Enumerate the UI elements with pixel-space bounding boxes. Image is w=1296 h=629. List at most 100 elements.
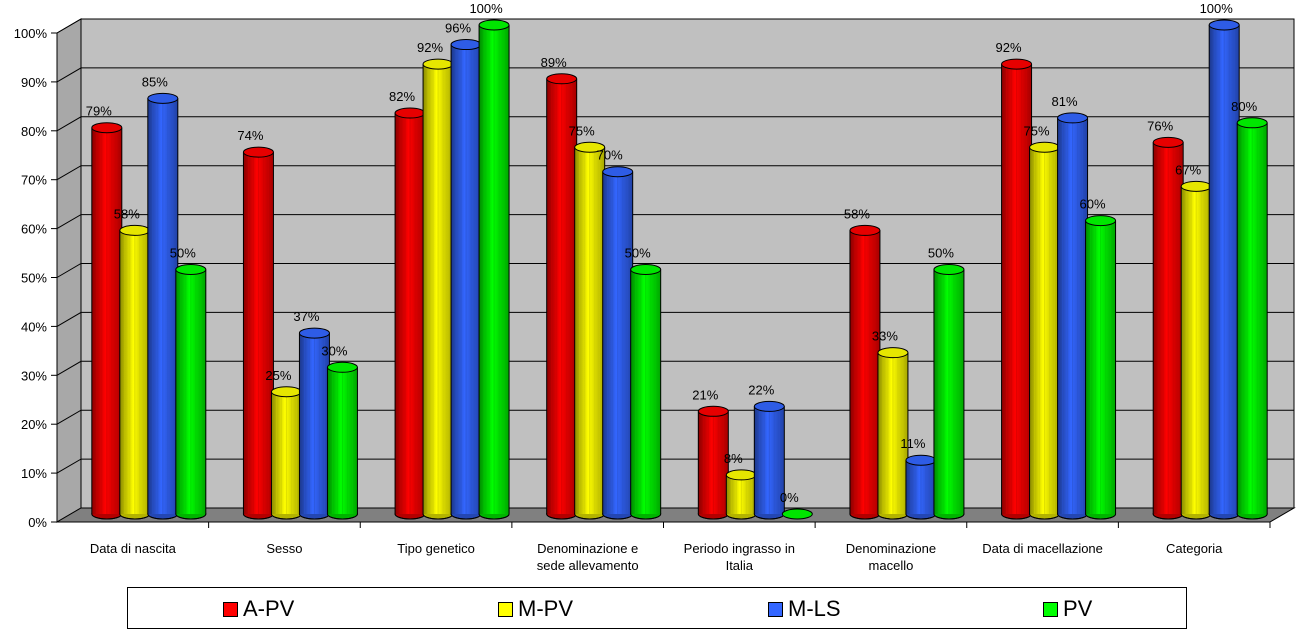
bar-m-pv-6 <box>1029 141 1061 520</box>
y-tick-label: 40% <box>21 319 47 334</box>
legend-label-m-ls: M-LS <box>788 596 841 621</box>
bar-pv-0 <box>175 264 207 520</box>
bar-m-pv-2 <box>422 58 454 520</box>
bar-m-ls-5 <box>905 454 937 520</box>
gridline <box>56 18 1294 34</box>
data-label: 50% <box>170 246 196 261</box>
x-category-label: Tipo genetico <box>397 541 475 556</box>
data-label: 50% <box>928 246 954 261</box>
y-tick-label: 20% <box>21 417 47 432</box>
data-label: 37% <box>293 309 319 324</box>
bar-m-ls-3 <box>602 166 634 520</box>
data-label: 85% <box>142 74 168 89</box>
data-label: 60% <box>1080 197 1106 212</box>
bar-a-pv-6 <box>1001 58 1033 520</box>
bar-pv-5 <box>933 264 965 520</box>
data-label: 75% <box>1024 123 1050 138</box>
data-label: 75% <box>569 123 595 138</box>
gridline <box>56 67 1294 83</box>
gridline <box>56 311 1294 327</box>
y-tick-label: 10% <box>21 466 47 481</box>
bar-pv-1 <box>326 361 358 520</box>
data-label: 80% <box>1231 99 1257 114</box>
data-label: 70% <box>597 148 623 163</box>
bar-pv-3 <box>630 264 662 520</box>
bar-m-pv-4 <box>725 469 757 520</box>
legend-item-a-pv: A-PV <box>223 596 294 622</box>
legend-label-a-pv: A-PV <box>243 596 295 621</box>
legend-item-m-ls: M-LS <box>768 596 841 622</box>
y-tick-label: 60% <box>21 222 47 237</box>
legend-swatch-pv <box>1043 601 1058 617</box>
data-label: 74% <box>237 128 263 143</box>
bar-m-ls-1 <box>298 327 330 520</box>
gridline <box>56 116 1294 132</box>
bar-chart: 0% 10% 20% 30% 40% 50% 60% 70% 80% 90% 100% Data d… <box>14 1 1296 573</box>
bar-a-pv-5 <box>849 224 881 520</box>
data-label: 100% <box>1200 1 1234 16</box>
bar-pv-2 <box>478 19 510 520</box>
data-label: 0% <box>780 490 799 505</box>
data-labels: 79%58%85%50%74%25%37%30%82%92%96%100%89%… <box>86 1 1258 505</box>
x-category-label: Sesso <box>266 541 302 556</box>
legend-item-pv: PV <box>1043 596 1092 622</box>
bar-pv-4 <box>781 508 813 520</box>
data-label: 92% <box>417 40 443 55</box>
y-tick-label: 100% <box>14 26 48 41</box>
gridline <box>56 165 1294 181</box>
legend-swatch-m-ls <box>768 601 783 617</box>
data-label: 76% <box>1147 118 1173 133</box>
bar-m-ls-4 <box>753 400 785 520</box>
bar-m-pv-7 <box>1180 180 1212 520</box>
legend-label-m-pv: M-PV <box>518 596 573 621</box>
data-label: 22% <box>748 382 774 397</box>
data-label: 30% <box>321 343 347 358</box>
data-label: 82% <box>389 89 415 104</box>
bar-a-pv-7 <box>1152 136 1184 520</box>
bar-a-pv-2 <box>394 107 426 520</box>
legend-item-m-pv: M-PV <box>498 596 573 622</box>
bar-a-pv-4 <box>697 405 729 520</box>
data-label: 100% <box>469 1 503 16</box>
x-axis: Data di nascita Sesso Tipo genetico Denomin… <box>57 521 1271 573</box>
data-label: 25% <box>265 368 291 383</box>
bar-m-ls-2 <box>450 39 482 520</box>
bar-m-pv-3 <box>574 141 606 520</box>
data-label: 81% <box>1052 94 1078 109</box>
y-axis: 0% 10% 20% 30% 40% 50% 60% 70% 80% 90% 100% <box>14 26 58 530</box>
bar-m-ls-0 <box>147 92 179 520</box>
y-tick-label: 0% <box>28 515 47 530</box>
legend-swatch-a-pv <box>223 601 238 617</box>
data-label: 21% <box>692 387 718 402</box>
x-category-label: Denominazione e sede allevamento <box>537 541 639 573</box>
data-label: 92% <box>996 40 1022 55</box>
bar-pv-6 <box>1085 215 1117 520</box>
bar-m-pv-0 <box>119 224 151 520</box>
gridline <box>56 214 1294 230</box>
bar-a-pv-0 <box>91 122 123 520</box>
bar-pv-7 <box>1236 117 1268 520</box>
data-label: 58% <box>844 206 870 221</box>
data-label: 8% <box>724 451 743 466</box>
legend-label-pv: PV <box>1063 596 1093 621</box>
data-label: 96% <box>445 21 471 36</box>
y-tick-label: 50% <box>21 271 47 286</box>
gridline <box>56 263 1294 278</box>
x-category-label: Denominazione macello <box>846 541 936 573</box>
legend: A-PV M-PV M-LS PV <box>127 587 1187 629</box>
bar-m-pv-1 <box>270 386 302 520</box>
data-label: 50% <box>625 246 651 261</box>
y-tick-label: 80% <box>21 124 47 139</box>
bar-a-pv-1 <box>242 146 274 520</box>
bars <box>91 19 1268 520</box>
x-category-label: Data di nascita <box>90 541 177 556</box>
bar-m-pv-5 <box>877 347 909 520</box>
bar-m-ls-6 <box>1057 112 1089 520</box>
data-label: 67% <box>1175 162 1201 177</box>
y-tick-label: 90% <box>21 75 47 90</box>
data-label: 89% <box>541 55 567 70</box>
y-tick-label: 30% <box>21 368 47 383</box>
data-label: 11% <box>900 436 925 451</box>
legend-swatch-m-pv <box>498 601 513 617</box>
y-tick-label: 70% <box>21 173 47 188</box>
